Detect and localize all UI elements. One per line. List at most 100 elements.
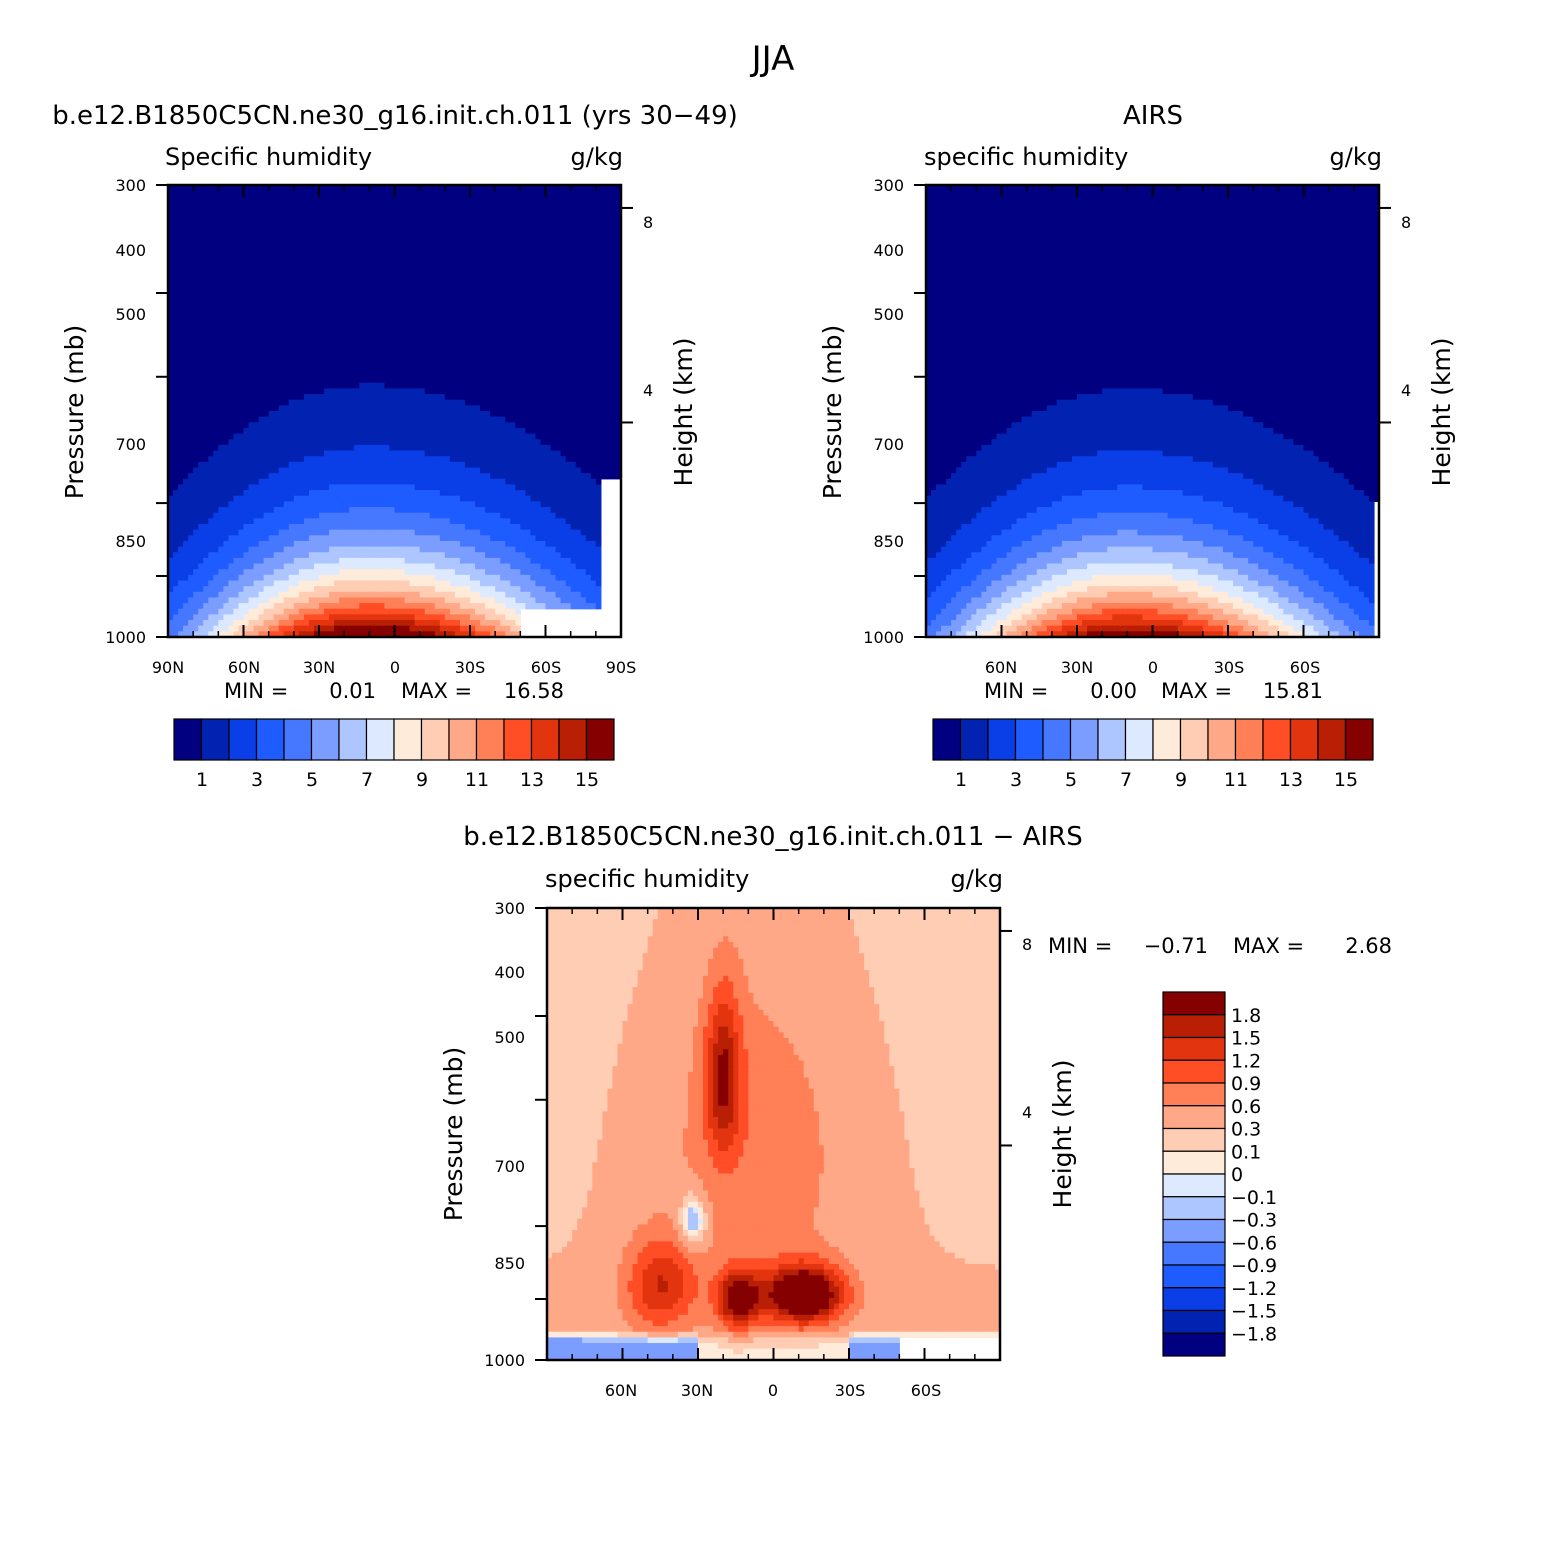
- contour-cell: [409, 286, 416, 293]
- contour-cell: [228, 241, 235, 248]
- contour-cell: [424, 360, 431, 367]
- contour-cell: [248, 360, 255, 367]
- contour-cell: [605, 196, 612, 203]
- contour-cell: [605, 185, 612, 192]
- contour-cell: [263, 365, 270, 373]
- contour-cell: [379, 201, 386, 209]
- contour-cell: [530, 207, 537, 214]
- contour-cell: [530, 264, 537, 271]
- contour-cell: [394, 467, 401, 474]
- contour-cell: [399, 331, 406, 339]
- contour-cell: [454, 326, 461, 333]
- contour-cell: [243, 213, 250, 220]
- contour-cell: [565, 252, 572, 260]
- contour-cell: [595, 258, 602, 265]
- contour-cell: [334, 456, 340, 463]
- contour-cell: [555, 343, 562, 350]
- contour-cell: [520, 196, 526, 203]
- contour-cell: [243, 247, 250, 254]
- contour-cell: [595, 292, 602, 299]
- contour-cell: [444, 190, 451, 197]
- contour-cell: [278, 326, 285, 333]
- contour-cell: [238, 207, 245, 214]
- contour-cell: [550, 461, 557, 469]
- contour-cell: [585, 326, 592, 333]
- contour-cell: [505, 444, 511, 452]
- contour-cell: [303, 269, 310, 276]
- contour-cell: [480, 309, 486, 316]
- contour-cell: [485, 298, 491, 305]
- contour-cell: [188, 343, 194, 350]
- contour-cell: [520, 298, 526, 305]
- contour-cell: [359, 275, 365, 282]
- contour-cell: [273, 264, 280, 271]
- contour-cell: [454, 258, 461, 265]
- contour-cell: [590, 258, 597, 265]
- contour-cell: [429, 190, 436, 197]
- contour-cell: [319, 320, 325, 327]
- contour-cell: [525, 427, 531, 435]
- contour-cell: [510, 320, 516, 327]
- contour-cell: [359, 456, 365, 463]
- contour-cell: [389, 230, 396, 237]
- contour-cell: [243, 405, 250, 412]
- contour-cell: [565, 484, 572, 491]
- contour-cell: [555, 218, 562, 226]
- contour-cell: [369, 461, 375, 469]
- contour-cell: [464, 314, 471, 322]
- contour-cell: [485, 484, 491, 491]
- contour-cell: [339, 382, 345, 389]
- contour-cell: [188, 264, 194, 271]
- contour-cell: [329, 247, 335, 254]
- contour-cell: [550, 360, 557, 367]
- contour-cell: [470, 196, 476, 203]
- contour-cell: [444, 224, 451, 231]
- contour-cell: [429, 298, 436, 305]
- contour-cell: [485, 427, 491, 435]
- contour-cell: [404, 439, 411, 446]
- contour-cell: [515, 235, 521, 243]
- contour-cell: [605, 314, 612, 322]
- contour-cell: [565, 201, 572, 209]
- contour-cell: [183, 314, 189, 322]
- contour-cell: [480, 422, 486, 429]
- contour-cell: [595, 241, 602, 248]
- contour-cell: [470, 433, 476, 440]
- contour-cell: [273, 444, 280, 452]
- contour-cell: [173, 292, 179, 299]
- contour-cell: [359, 314, 365, 322]
- contour-cell: [575, 365, 582, 373]
- contour-cell: [193, 439, 199, 446]
- contour-cell: [379, 405, 386, 412]
- contour-cell: [334, 411, 340, 418]
- contour-cell: [198, 258, 204, 265]
- contour-cell: [228, 422, 235, 429]
- contour-cell: [545, 269, 552, 276]
- contour-cell: [590, 450, 597, 457]
- contour-cell: [530, 411, 537, 418]
- contour-cell: [540, 247, 547, 254]
- contour-cell: [525, 185, 531, 192]
- contour-cell: [344, 411, 350, 418]
- contour-cell: [530, 331, 537, 339]
- contour-cell: [228, 224, 235, 231]
- contour-cell: [329, 365, 335, 373]
- contour-cell: [168, 348, 174, 356]
- contour-cell: [283, 292, 290, 299]
- contour-cell: [404, 444, 411, 452]
- contour-cell: [324, 354, 330, 361]
- contour-cell: [308, 495, 315, 502]
- contour-cell: [329, 433, 335, 440]
- contour-cell: [449, 478, 456, 486]
- contour-cell: [550, 247, 557, 254]
- contour-cell: [168, 490, 174, 497]
- contour-cell: [530, 354, 537, 361]
- contour-cell: [459, 292, 466, 299]
- contour-cell: [434, 377, 441, 384]
- contour-cell: [590, 427, 597, 435]
- contour-cell: [404, 309, 411, 316]
- contour-cell: [238, 185, 245, 192]
- contour-cell: [429, 450, 436, 457]
- contour-cell: [283, 331, 290, 339]
- contour-cell: [404, 495, 411, 502]
